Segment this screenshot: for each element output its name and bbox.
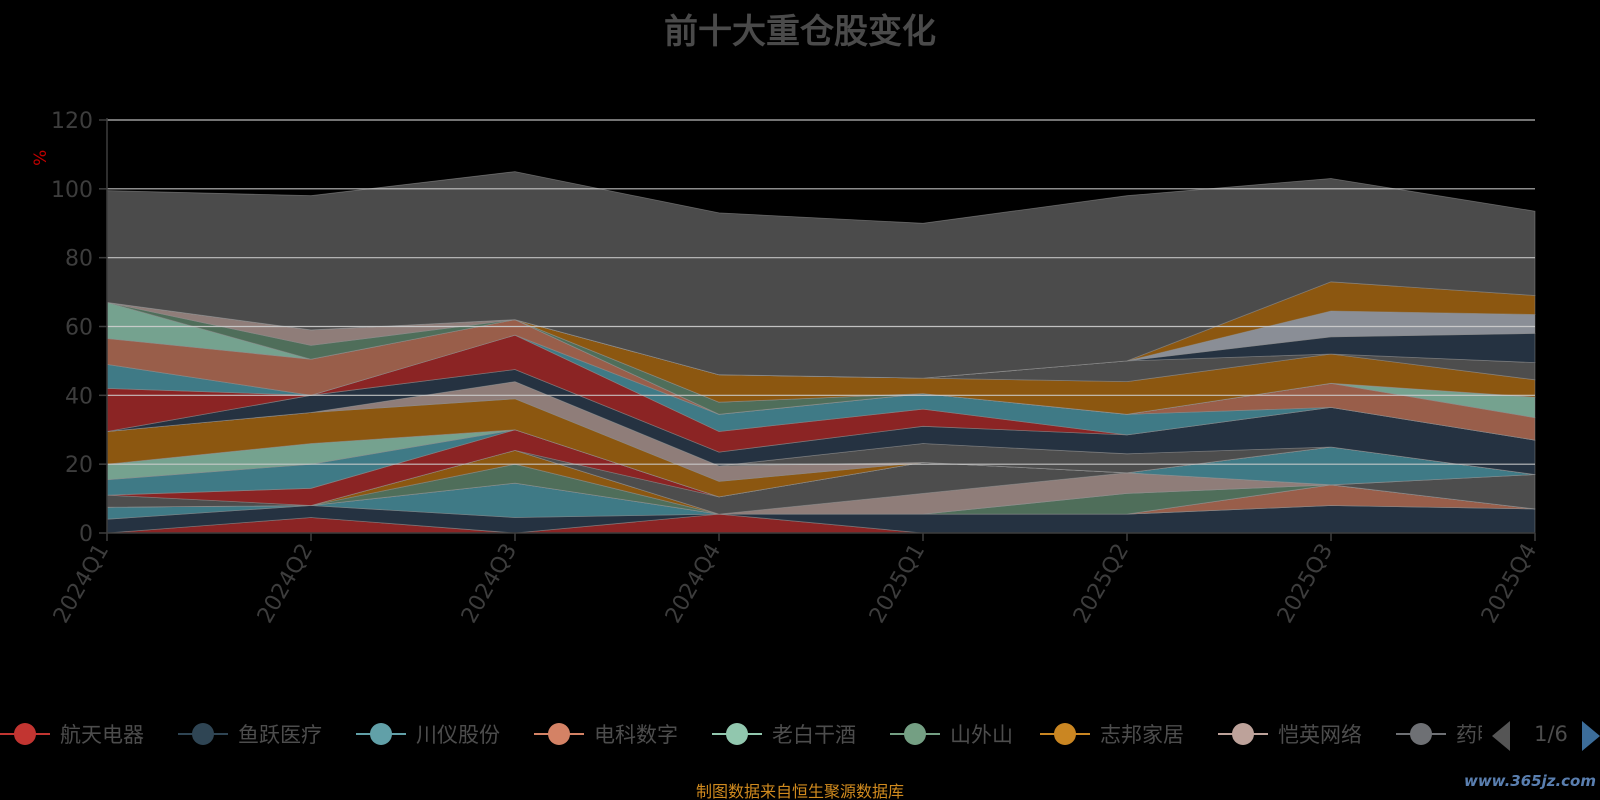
legend-label: 志邦家居 [1100,723,1184,747]
legend-item[interactable]: 老白干酒 [712,723,856,747]
legend-items: 航天电器 鱼跃医疗 川仪股份 电科数字 老白干酒 山外山 志邦家居 恺英网络 药明康德 [0,723,1540,747]
x-tick-label: 2025Q3 [1273,540,1338,628]
y-tick-label: 100 [51,178,93,203]
x-tick-label: 2024Q2 [253,540,318,628]
x-tick-label: 2025Q2 [1069,540,1134,628]
legend-label: 山外山 [950,723,1013,747]
legend-label: 川仪股份 [416,723,500,747]
legend-label: 恺英网络 [1278,723,1362,747]
areas-layer [106,171,1536,534]
legend-prev-page-icon[interactable] [1492,721,1510,751]
chart-title: 前十大重仓股变化 [664,12,936,52]
legend-marker-icon [726,723,748,745]
legend-item[interactable]: 恺英网络 [1218,723,1362,747]
legend-layer: 航天电器 鱼跃医疗 川仪股份 电科数字 老白干酒 山外山 志邦家居 恺英网络 药明康德1/6 [0,721,1600,751]
legend-marker-icon [14,723,36,745]
legend-item[interactable]: 航天电器 [0,723,144,747]
y-tick-label: 40 [65,384,93,409]
legend-marker-icon [370,723,392,745]
legend-label: 鱼跃医疗 [238,723,322,747]
legend-item[interactable]: 志邦家居 [1040,723,1184,747]
legend-item[interactable]: 鱼跃医疗 [178,723,322,747]
x-tick-label: 2025Q4 [1477,540,1542,628]
legend-item[interactable]: 药明康德 [1396,723,1540,747]
x-tick-label: 2025Q1 [865,540,930,628]
legend-label: 药明康德 [1456,723,1540,747]
legend-marker-icon [904,723,926,745]
legend-marker-icon [192,723,214,745]
legend-item[interactable]: 川仪股份 [356,723,500,747]
legend-marker-icon [1410,723,1432,745]
y-axis-label: % [31,150,51,166]
legend-marker-icon [548,723,570,745]
legend-marker-icon [1054,723,1076,745]
y-tick-label: 80 [65,247,93,272]
x-tick-label: 2024Q4 [661,540,726,628]
grid-layer [107,119,1535,465]
watermark: www.365jz.com [1463,772,1596,790]
legend-next-page-icon[interactable] [1582,721,1600,751]
legend-item[interactable]: 电科数字 [534,723,678,747]
y-tick-label: 60 [65,316,93,341]
legend-item[interactable]: 山外山 [890,723,1013,747]
legend-label: 航天电器 [60,723,144,747]
y-tick-label: 20 [65,453,93,478]
legend-page-indicator: 1/6 [1534,722,1568,746]
x-tick-label: 2024Q1 [49,540,114,628]
y-tick-label: 0 [79,522,93,547]
legend-marker-icon [1232,723,1254,745]
data-source-note: 制图数据来自恒生聚源数据库 [695,782,904,800]
legend-label: 老白干酒 [772,723,856,747]
y-tick-label: 120 [51,109,93,134]
x-tick-label: 2024Q3 [457,540,522,628]
legend-label: 电科数字 [594,723,678,747]
